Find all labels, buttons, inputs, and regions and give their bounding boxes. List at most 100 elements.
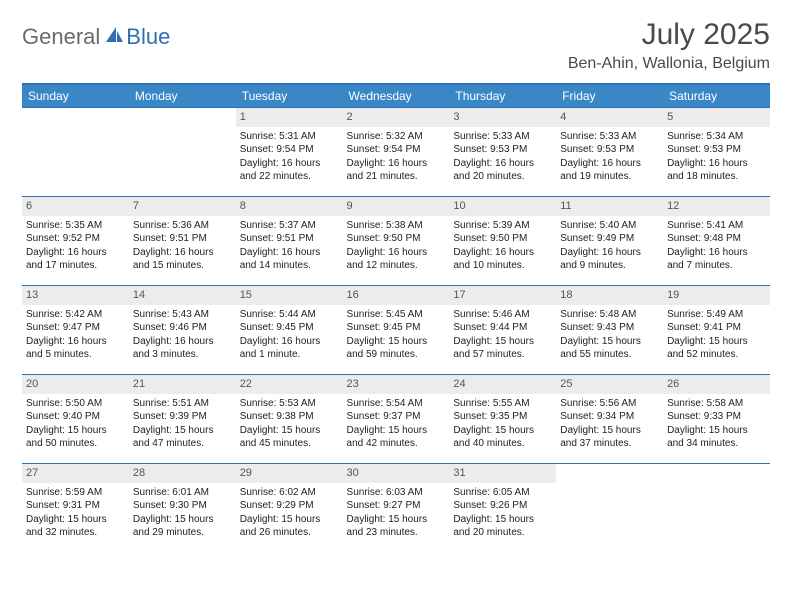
sunset-text: Sunset: 9:41 PM [667,321,766,335]
day-cell [556,464,663,553]
col-wednesday: Wednesday [343,84,450,108]
day-number: 6 [22,197,129,216]
sunset-text: Sunset: 9:38 PM [240,410,339,424]
day-number: 18 [556,286,663,305]
day-cell: 25Sunrise: 5:56 AMSunset: 9:34 PMDayligh… [556,375,663,464]
sunset-text: Sunset: 9:44 PM [453,321,552,335]
day-cell: 21Sunrise: 5:51 AMSunset: 9:39 PMDayligh… [129,375,236,464]
sunrise-text: Sunrise: 6:02 AM [240,486,339,500]
daylight-text: Daylight: 16 hours and 10 minutes. [453,246,552,273]
day-cell: 9Sunrise: 5:38 AMSunset: 9:50 PMDaylight… [343,197,450,286]
day-cell: 19Sunrise: 5:49 AMSunset: 9:41 PMDayligh… [663,286,770,375]
week-row: 1Sunrise: 5:31 AMSunset: 9:54 PMDaylight… [22,108,770,197]
sunrise-text: Sunrise: 6:01 AM [133,486,232,500]
sunrise-text: Sunrise: 5:53 AM [240,397,339,411]
day-cell: 1Sunrise: 5:31 AMSunset: 9:54 PMDaylight… [236,108,343,197]
daylight-text: Daylight: 15 hours and 20 minutes. [453,513,552,540]
week-row: 27Sunrise: 5:59 AMSunset: 9:31 PMDayligh… [22,464,770,553]
sunrise-text: Sunrise: 5:39 AM [453,219,552,233]
sunrise-text: Sunrise: 5:44 AM [240,308,339,322]
daylight-text: Daylight: 15 hours and 45 minutes. [240,424,339,451]
day-number: 23 [343,375,450,394]
sunset-text: Sunset: 9:53 PM [667,143,766,157]
sunrise-text: Sunrise: 6:05 AM [453,486,552,500]
day-number: 28 [129,464,236,483]
daylight-text: Daylight: 15 hours and 40 minutes. [453,424,552,451]
day-cell: 30Sunrise: 6:03 AMSunset: 9:27 PMDayligh… [343,464,450,553]
daylight-text: Daylight: 15 hours and 37 minutes. [560,424,659,451]
col-saturday: Saturday [663,84,770,108]
daylight-text: Daylight: 15 hours and 23 minutes. [347,513,446,540]
sunset-text: Sunset: 9:43 PM [560,321,659,335]
sunrise-text: Sunrise: 5:31 AM [240,130,339,144]
day-number: 10 [449,197,556,216]
sunset-text: Sunset: 9:46 PM [133,321,232,335]
day-number: 5 [663,108,770,127]
day-cell: 11 Sunrise: 5:40 AMSunset: 9:49 PMDayligh… [556,197,663,286]
sunrise-text: Sunrise: 5:45 AM [347,308,446,322]
title-block: July 2025 Ben-Ahin, Wallonia, Belgium [568,18,770,73]
day-cell: 7Sunrise: 5:36 AMSunset: 9:51 PMDaylight… [129,197,236,286]
day-cell: 28Sunrise: 6:01 AMSunset: 9:30 PMDayligh… [129,464,236,553]
sunset-text: Sunset: 9:35 PM [453,410,552,424]
day-number: 3 [449,108,556,127]
sunrise-text: Sunrise: 5:58 AM [667,397,766,411]
sunset-text: Sunset: 9:54 PM [240,143,339,157]
day-cell: 23Sunrise: 5:54 AMSunset: 9:37 PMDayligh… [343,375,450,464]
sunset-text: Sunset: 9:34 PM [560,410,659,424]
sunrise-text: Sunrise: 5:43 AM [133,308,232,322]
sunrise-text: Sunrise: 5:40 AM [560,219,659,233]
sunrise-text: Sunrise: 5:51 AM [133,397,232,411]
sunset-text: Sunset: 9:26 PM [453,499,552,513]
day-cell [129,108,236,197]
day-number: 20 [22,375,129,394]
daylight-text: Daylight: 15 hours and 34 minutes. [667,424,766,451]
daylight-text: Daylight: 16 hours and 18 minutes. [667,157,766,184]
daylight-text: Daylight: 15 hours and 26 minutes. [240,513,339,540]
sunset-text: Sunset: 9:45 PM [240,321,339,335]
sunrise-text: Sunrise: 5:42 AM [26,308,125,322]
daylight-text: Daylight: 15 hours and 47 minutes. [133,424,232,451]
col-monday: Monday [129,84,236,108]
day-number: 31 [449,464,556,483]
day-cell: 15Sunrise: 5:44 AMSunset: 9:45 PMDayligh… [236,286,343,375]
header: General Blue July 2025 Ben-Ahin, Walloni… [22,18,770,73]
daylight-text: Daylight: 16 hours and 21 minutes. [347,157,446,184]
day-number: 2 [343,108,450,127]
day-cell: 4Sunrise: 5:33 AMSunset: 9:53 PMDaylight… [556,108,663,197]
sunset-text: Sunset: 9:29 PM [240,499,339,513]
day-cell: 16Sunrise: 5:45 AMSunset: 9:45 PMDayligh… [343,286,450,375]
day-number: 22 [236,375,343,394]
day-number: 16 [343,286,450,305]
week-row: 20Sunrise: 5:50 AMSunset: 9:40 PMDayligh… [22,375,770,464]
day-number: 30 [343,464,450,483]
day-cell: 22 Sunrise: 5:53 AMSunset: 9:38 PMDayligh… [236,375,343,464]
sunrise-text: Sunrise: 5:49 AM [667,308,766,322]
day-number: 9 [343,197,450,216]
daylight-text: Daylight: 16 hours and 17 minutes. [26,246,125,273]
day-number: 11 [556,197,663,216]
day-cell: 12Sunrise: 5:41 AMSunset: 9:48 PMDayligh… [663,197,770,286]
col-friday: Friday [556,84,663,108]
daylight-text: Daylight: 16 hours and 9 minutes. [560,246,659,273]
col-thursday: Thursday [449,84,556,108]
daylight-text: Daylight: 15 hours and 42 minutes. [347,424,446,451]
sunset-text: Sunset: 9:49 PM [560,232,659,246]
day-number: 17 [449,286,556,305]
day-cell: 17Sunrise: 5:46 AMSunset: 9:44 PMDayligh… [449,286,556,375]
sunset-text: Sunset: 9:33 PM [667,410,766,424]
day-number: 19 [663,286,770,305]
sunset-text: Sunset: 9:53 PM [560,143,659,157]
day-number: 8 [236,197,343,216]
sail-icon [104,25,124,50]
day-number: 24 [449,375,556,394]
week-row: 6Sunrise: 5:35 AMSunset: 9:52 PMDaylight… [22,197,770,286]
page: General Blue July 2025 Ben-Ahin, Walloni… [0,0,792,612]
sunrise-text: Sunrise: 5:37 AM [240,219,339,233]
day-cell: 27Sunrise: 5:59 AMSunset: 9:31 PMDayligh… [22,464,129,553]
sunset-text: Sunset: 9:40 PM [26,410,125,424]
logo-word-2: Blue [126,24,170,50]
sunrise-text: Sunrise: 5:48 AM [560,308,659,322]
day-number: 7 [129,197,236,216]
sunset-text: Sunset: 9:51 PM [240,232,339,246]
